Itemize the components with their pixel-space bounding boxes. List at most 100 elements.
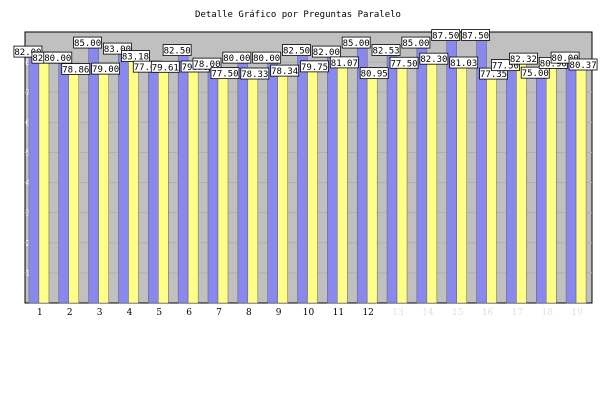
x-tick-label: 19: [571, 308, 583, 318]
bar: [535, 76, 547, 304]
data-label-box: [431, 29, 461, 41]
plot-area: 1020304050607080123456789101112131415161…: [13, 29, 598, 318]
data-label: 77.35: [480, 70, 507, 80]
x-tick-label: 1: [37, 308, 43, 318]
data-label: 77.50: [211, 70, 238, 80]
data-label: 79.00: [92, 65, 119, 75]
data-label: 78.34: [271, 67, 298, 77]
data-label-box: [192, 57, 222, 70]
data-label: 80.00: [223, 54, 250, 64]
x-tick-label: 9: [276, 308, 282, 318]
data-label-box: [341, 36, 371, 49]
data-label-box: [401, 36, 431, 49]
bar: [277, 66, 288, 304]
bar: [575, 60, 587, 304]
data-label: 85.00: [343, 39, 370, 49]
data-label-box: [550, 51, 580, 64]
bar: [28, 55, 40, 304]
data-label-box: [300, 60, 329, 73]
data-label-box: [508, 52, 538, 65]
data-label-box: [13, 45, 43, 58]
data-label: 81.07: [331, 59, 358, 69]
data-label: 78.86: [62, 66, 89, 76]
x-tick-label: 5: [156, 308, 162, 318]
bar: [217, 69, 229, 304]
data-label: 82.50: [164, 47, 191, 57]
x-tick-label: 4: [127, 308, 133, 318]
data-label: 75.00: [522, 69, 549, 79]
x-tick-label: 11: [333, 308, 344, 318]
data-label: 87.50: [432, 32, 459, 42]
data-label-box: [91, 62, 121, 75]
bar: [366, 69, 378, 304]
bar: [267, 61, 278, 304]
bar: [486, 69, 497, 304]
data-label: 82.32: [510, 55, 537, 65]
x-tick-label: 15: [452, 308, 464, 318]
x-tick-label: 13: [392, 308, 404, 318]
data-label: 77.50: [390, 59, 417, 69]
data-label: 77.50: [492, 62, 519, 72]
data-label: 81.03: [450, 59, 477, 69]
bar: [187, 62, 199, 304]
bar: [207, 67, 219, 304]
bar: [516, 54, 527, 304]
data-label: 80.90: [540, 59, 567, 69]
data-label-box: [162, 44, 192, 56]
x-tick-label: 18: [542, 308, 554, 318]
data-label: 82.00: [313, 48, 340, 58]
bar: [98, 64, 109, 304]
data-label: 78.33: [241, 70, 268, 80]
data-label-box: [568, 58, 598, 71]
x-tick-label: 14: [422, 308, 434, 318]
data-label: 87.50: [462, 32, 489, 42]
x-tick-label: 10: [303, 308, 315, 318]
bar: [446, 39, 457, 304]
data-label-box: [419, 52, 449, 65]
data-label-box: [461, 29, 490, 41]
data-label-box: [389, 56, 419, 69]
bar: [58, 61, 70, 304]
data-label-box: [490, 59, 520, 72]
data-label: 82.00: [14, 48, 41, 58]
bar: [565, 61, 577, 304]
data-label: 79.75: [301, 63, 328, 73]
data-label: 80.00: [44, 54, 71, 64]
data-label: 82.53: [372, 46, 399, 56]
data-label: 83.00: [104, 45, 131, 55]
data-label-box: [150, 60, 180, 73]
data-label: 85.00: [402, 39, 429, 49]
x-tick-label: 12: [362, 308, 373, 318]
chart-title: Detalle Gráfico por Preguntas Paralelo: [195, 10, 401, 20]
data-label-box: [270, 64, 300, 77]
x-tick-label: 8: [246, 308, 252, 318]
data-label-box: [61, 63, 91, 75]
data-label: 82.30: [420, 55, 447, 65]
data-label: 82.50: [283, 47, 310, 57]
data-label-box: [449, 56, 479, 69]
data-label: 78.00: [193, 60, 220, 70]
bar: [327, 55, 338, 304]
data-label: 80.37: [570, 61, 597, 71]
data-label-box: [282, 44, 311, 56]
bar: [118, 52, 129, 304]
data-label-box: [222, 51, 252, 64]
x-tick-label: 16: [482, 308, 494, 318]
bar: [247, 69, 259, 304]
bar: [88, 46, 99, 304]
data-label-box: [240, 67, 270, 80]
bar: [158, 63, 169, 304]
bar: [545, 59, 557, 304]
bar: [356, 46, 368, 304]
bar: [506, 69, 517, 304]
data-label: 79.61: [152, 63, 179, 73]
x-tick-label: 17: [512, 308, 524, 318]
x-tick-label: 2: [67, 308, 73, 318]
bar: [237, 61, 249, 304]
bar: [396, 59, 408, 304]
data-label-box: [371, 44, 401, 56]
data-label-box: [103, 42, 132, 55]
data-label: 80.00: [552, 54, 579, 64]
x-tick-label: 3: [97, 308, 103, 318]
